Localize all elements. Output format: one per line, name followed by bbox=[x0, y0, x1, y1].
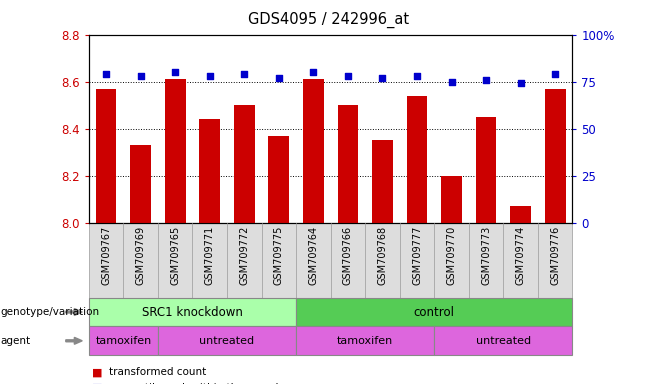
Point bbox=[446, 78, 457, 84]
Bar bbox=[545, 89, 565, 223]
Bar bbox=[441, 176, 462, 223]
Bar bbox=[476, 117, 496, 223]
Bar bbox=[372, 141, 393, 223]
Bar bbox=[130, 145, 151, 223]
Text: control: control bbox=[414, 306, 455, 318]
Text: tamoxifen: tamoxifen bbox=[95, 336, 151, 346]
Text: untreated: untreated bbox=[476, 336, 531, 346]
Text: genotype/variation: genotype/variation bbox=[1, 307, 100, 317]
Text: percentile rank within the sample: percentile rank within the sample bbox=[109, 383, 284, 384]
Point bbox=[550, 71, 561, 77]
Point bbox=[412, 73, 422, 79]
Point bbox=[170, 69, 180, 75]
Bar bbox=[338, 105, 358, 223]
Point bbox=[343, 73, 353, 79]
Bar bbox=[303, 79, 324, 223]
Text: ■: ■ bbox=[92, 367, 103, 377]
Bar bbox=[199, 119, 220, 223]
Bar bbox=[96, 89, 116, 223]
Text: transformed count: transformed count bbox=[109, 367, 206, 377]
Bar bbox=[268, 136, 289, 223]
Point bbox=[239, 71, 249, 77]
Text: ■: ■ bbox=[92, 383, 103, 384]
Point bbox=[515, 80, 526, 86]
Point bbox=[308, 69, 318, 75]
Point bbox=[205, 73, 215, 79]
Point bbox=[377, 75, 388, 81]
Bar bbox=[510, 206, 531, 223]
Bar bbox=[407, 96, 427, 223]
Text: SRC1 knockdown: SRC1 knockdown bbox=[142, 306, 243, 318]
Point bbox=[101, 71, 111, 77]
Text: GDS4095 / 242996_at: GDS4095 / 242996_at bbox=[249, 12, 409, 28]
Bar bbox=[164, 79, 186, 223]
Text: tamoxifen: tamoxifen bbox=[337, 336, 393, 346]
Point bbox=[481, 77, 492, 83]
Bar bbox=[234, 105, 255, 223]
Point bbox=[136, 73, 146, 79]
Text: agent: agent bbox=[1, 336, 31, 346]
Point bbox=[274, 75, 284, 81]
Text: untreated: untreated bbox=[199, 336, 255, 346]
